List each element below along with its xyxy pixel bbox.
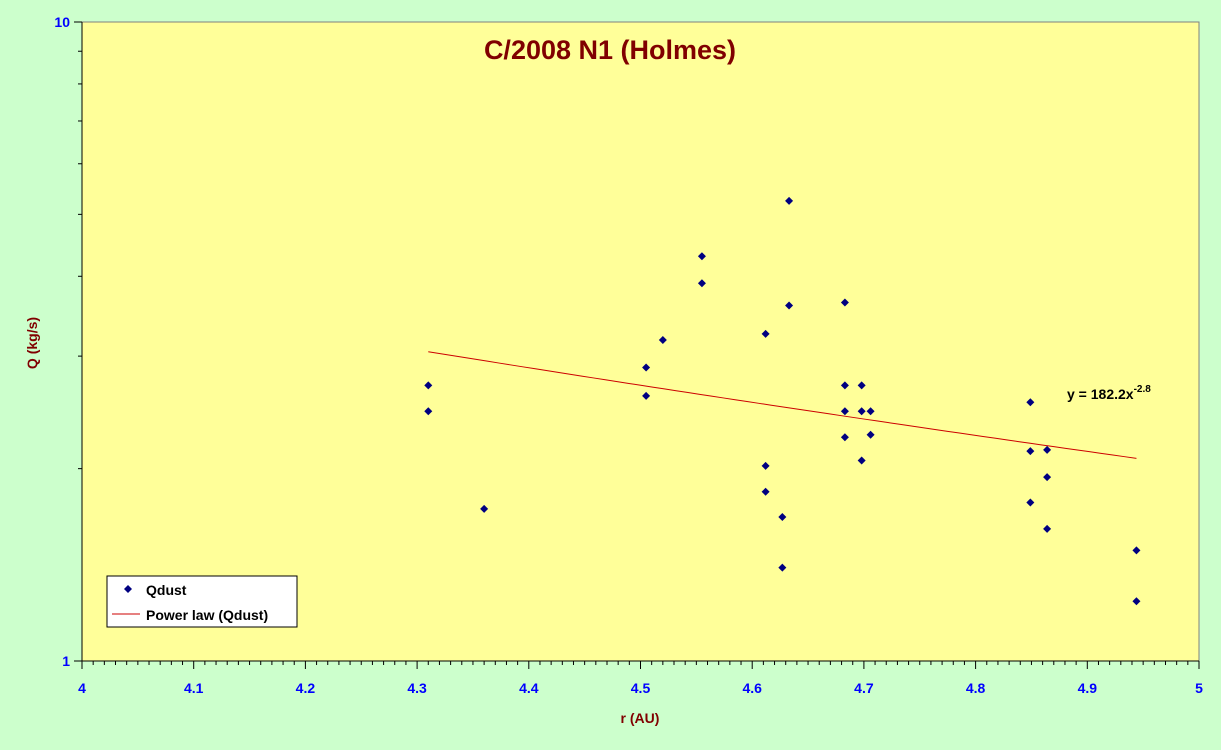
scatter-point [761, 461, 770, 470]
scatter-point [1043, 524, 1052, 533]
x-tick-label: 4.8 [966, 680, 986, 696]
scatter-point [761, 329, 770, 338]
legend-marker-qdust [124, 585, 132, 593]
scatter-point [1026, 447, 1035, 456]
scatter-points [424, 196, 1141, 606]
equation-base: y = 182.2x [1067, 386, 1134, 402]
scatter-point [1043, 445, 1052, 454]
scatter-point [840, 433, 849, 442]
x-axis-label: r (AU) [621, 710, 660, 726]
y-axis-label: Q (kg/s) [24, 317, 40, 369]
equation-exponent: -2.8 [1134, 384, 1152, 395]
scatter-point [1026, 398, 1035, 407]
scatter-point [642, 391, 651, 400]
x-tick-label: 5 [1195, 680, 1203, 696]
legend-label-power-law: Power law (Qdust) [146, 607, 268, 623]
scatter-point [642, 363, 651, 372]
x-tick-label: 4.9 [1078, 680, 1098, 696]
y-axis-ticks: 1 10 [54, 14, 82, 669]
x-tick-label: 4.2 [296, 680, 316, 696]
x-tick-label: 4.7 [854, 680, 874, 696]
scatter-point [480, 504, 489, 513]
scatter-point [857, 381, 866, 390]
scatter-point [761, 487, 770, 496]
scatter-point [658, 335, 667, 344]
x-tick-label: 4.4 [519, 680, 539, 696]
scatter-point [866, 407, 875, 416]
legend-box [106, 575, 298, 628]
y-tick-label: 10 [54, 14, 70, 30]
x-tick-label: 4.1 [184, 680, 204, 696]
scatter-point [785, 301, 794, 310]
x-tick-label: 4.6 [742, 680, 762, 696]
scatter-point [866, 430, 875, 439]
scatter-point [785, 196, 794, 205]
chart-title: C/2008 N1 (Holmes) [484, 35, 736, 65]
scatter-point [424, 381, 433, 390]
scatter-point [840, 407, 849, 416]
y-tick-label: 1 [62, 653, 70, 669]
x-axis-ticks: 4 4.1 4.2 4.3 4.4 4.5 4.6 4.7 4.8 4.9 5 [78, 661, 1203, 696]
trendline-layer [428, 351, 1137, 459]
x-tick-label: 4.5 [631, 680, 651, 696]
power-law-trendline [428, 351, 1137, 459]
scatter-point [697, 252, 706, 261]
scatter-point [424, 407, 433, 416]
scatter-point [1132, 546, 1141, 555]
scatter-point [857, 407, 866, 416]
legend: Qdust Power law (Qdust) [106, 575, 298, 628]
legend-label-qdust: Qdust [146, 582, 187, 598]
scatter-point [840, 298, 849, 307]
scatter-point [778, 563, 787, 572]
trendline-equation: y = 182.2x-2.8 [1067, 384, 1151, 402]
scatter-point [840, 381, 849, 390]
scatter-point [1026, 498, 1035, 507]
scatter-point [1043, 473, 1052, 482]
scatter-point [1132, 597, 1141, 606]
x-tick-label: 4.3 [407, 680, 427, 696]
x-tick-label: 4 [78, 680, 86, 696]
plot-area [81, 21, 1200, 662]
scatter-point [697, 279, 706, 288]
scatter-point [857, 456, 866, 465]
scatter-point [778, 513, 787, 522]
